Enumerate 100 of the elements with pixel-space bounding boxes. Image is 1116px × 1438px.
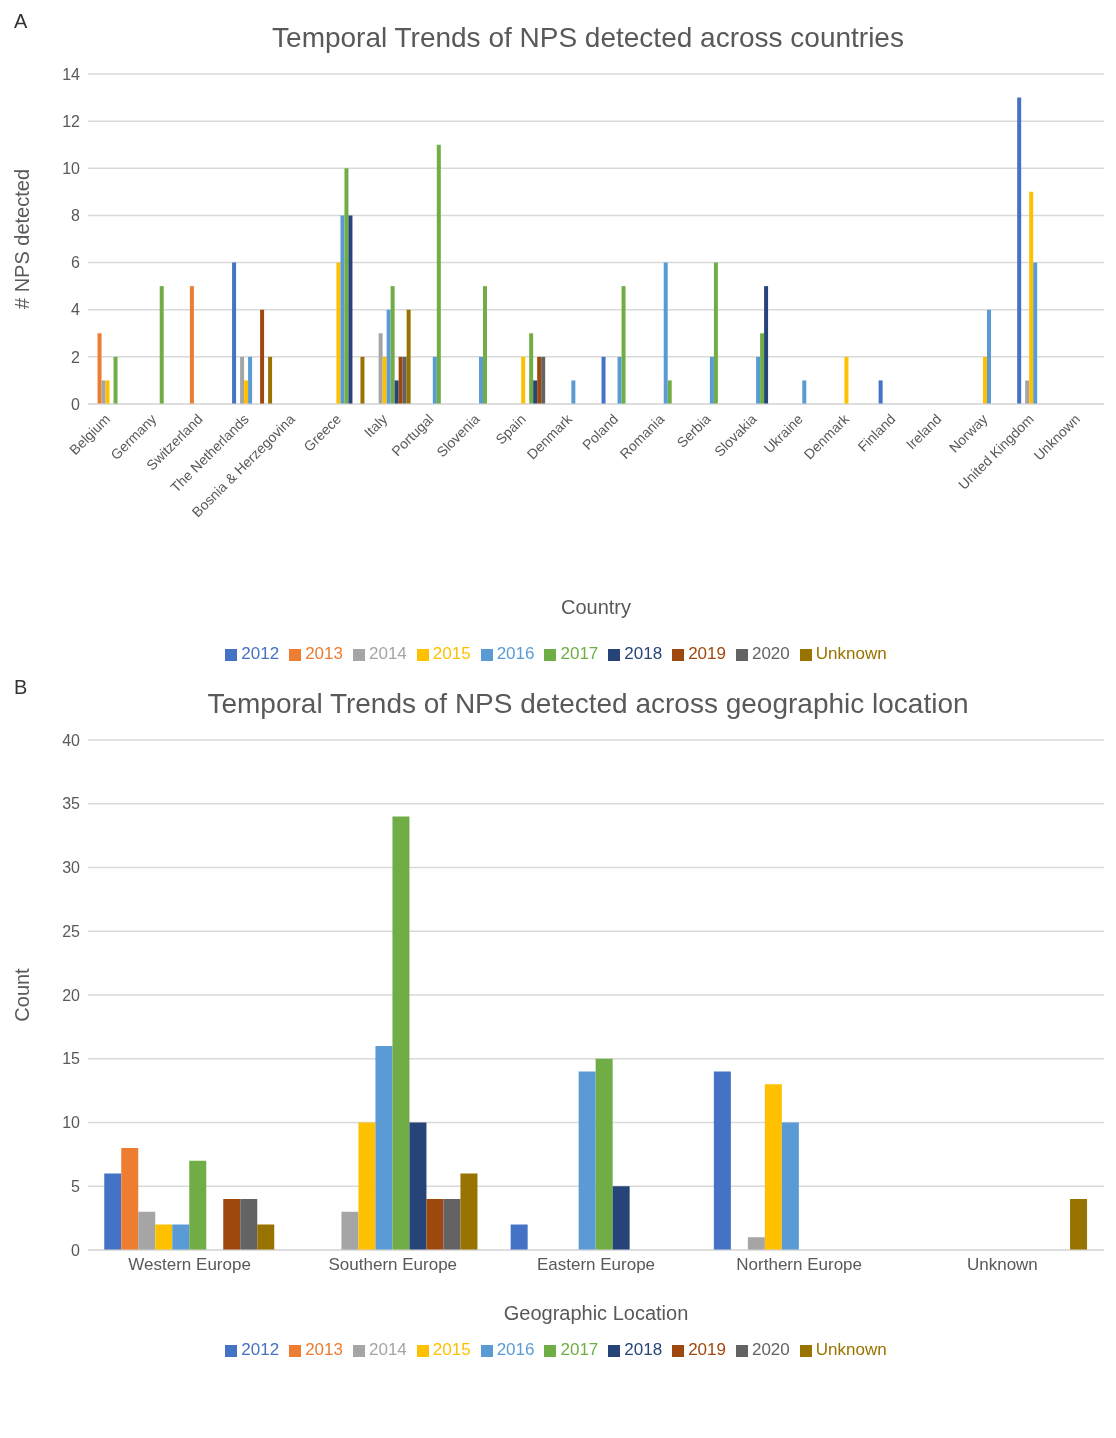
bar [378, 333, 383, 404]
bar [121, 1148, 139, 1250]
bar [159, 286, 164, 404]
bar [390, 286, 395, 404]
bar [571, 380, 576, 404]
legend-label: 2012 [241, 644, 280, 663]
x-tick-label: Northern Europe [736, 1255, 863, 1275]
bar [537, 356, 542, 404]
legend-label: Unknown [815, 644, 887, 663]
y-tick-label: 2 [71, 348, 81, 366]
bar [533, 380, 538, 404]
bar [340, 215, 345, 404]
bar [764, 286, 769, 404]
chart-title: Temporal Trends of NPS detected across countries [272, 22, 904, 53]
x-tick-label: Western Europe [128, 1255, 251, 1275]
bar [392, 816, 410, 1250]
bar [223, 1199, 241, 1250]
bar [426, 1199, 444, 1250]
y-tick-label: 0 [71, 395, 81, 413]
x-tick-label: Unknown [966, 1255, 1038, 1275]
legend-label: 2013 [305, 1340, 343, 1359]
legend-label: 2020 [751, 1340, 790, 1359]
bar [760, 333, 765, 404]
bar [479, 356, 483, 404]
bar [244, 380, 249, 404]
bar [232, 262, 237, 404]
bar [667, 380, 672, 404]
bar [1033, 262, 1038, 404]
bar [240, 356, 245, 404]
bar [101, 380, 106, 404]
bar [541, 356, 546, 404]
y-axis-title: Count [11, 967, 34, 1022]
bar [529, 333, 534, 404]
legend-label: 2016 [496, 644, 535, 663]
bar [382, 356, 387, 404]
legend-label: 2020 [751, 644, 790, 663]
y-tick-label: 25 [62, 922, 81, 940]
bar [344, 168, 349, 404]
bar [1017, 97, 1022, 404]
legend-label: 2018 [624, 644, 663, 663]
legend-label: 2017 [560, 644, 599, 663]
bar [189, 286, 194, 404]
legend-label: 2016 [496, 1340, 535, 1359]
legend-label: 2015 [432, 1340, 471, 1359]
y-tick-label: 4 [71, 301, 81, 319]
bar [394, 380, 399, 404]
y-tick-label: 12 [62, 112, 81, 130]
bar [113, 356, 118, 404]
bar [483, 286, 487, 404]
bar [595, 1058, 613, 1250]
bar [138, 1211, 156, 1250]
bar [260, 309, 265, 404]
y-tick-label: 10 [62, 1114, 81, 1132]
y-tick-label: 40 [62, 731, 81, 749]
y-tick-label: 6 [71, 254, 81, 272]
bar [240, 1199, 258, 1250]
bar [781, 1122, 799, 1250]
bar [432, 356, 437, 404]
bar [802, 380, 807, 404]
bar [578, 1071, 596, 1250]
bar [983, 356, 987, 404]
legend-label: Unknown [815, 1340, 887, 1359]
y-tick-label: 5 [71, 1177, 81, 1195]
bar [406, 309, 411, 404]
bar [764, 1084, 782, 1250]
bar [612, 1186, 630, 1250]
bar [987, 309, 991, 404]
x-axis-title: Geographic Location [503, 1302, 689, 1324]
legend-label: 2014 [368, 1340, 407, 1359]
text: A [14, 10, 28, 33]
y-tick-label: 14 [62, 65, 81, 83]
bar [341, 1211, 359, 1250]
y-tick-label: 15 [62, 1050, 81, 1068]
bar [360, 356, 365, 404]
bar [1025, 380, 1030, 404]
bar [155, 1224, 173, 1250]
bar [878, 380, 883, 404]
bar [257, 1224, 275, 1250]
bar [443, 1199, 461, 1250]
legend-label: 2017 [560, 1340, 599, 1359]
legend-label: 2019 [688, 1340, 726, 1359]
legend-label: 2015 [432, 644, 471, 663]
bar [104, 1173, 122, 1250]
bar [709, 356, 714, 404]
bar [663, 262, 668, 404]
bar [375, 1046, 393, 1250]
bar [1029, 191, 1034, 404]
y-tick-label: 0 [71, 1241, 81, 1259]
bar [348, 215, 353, 404]
bar [172, 1224, 190, 1250]
y-tick-label: 20 [62, 986, 81, 1004]
bar [601, 356, 606, 404]
bar [398, 356, 403, 404]
bar [189, 1160, 207, 1250]
y-tick-label: 30 [62, 859, 81, 877]
bar [268, 356, 273, 404]
y-tick-label: 35 [62, 795, 81, 813]
bar [510, 1224, 528, 1250]
bar [386, 309, 391, 404]
text: B [14, 676, 28, 699]
